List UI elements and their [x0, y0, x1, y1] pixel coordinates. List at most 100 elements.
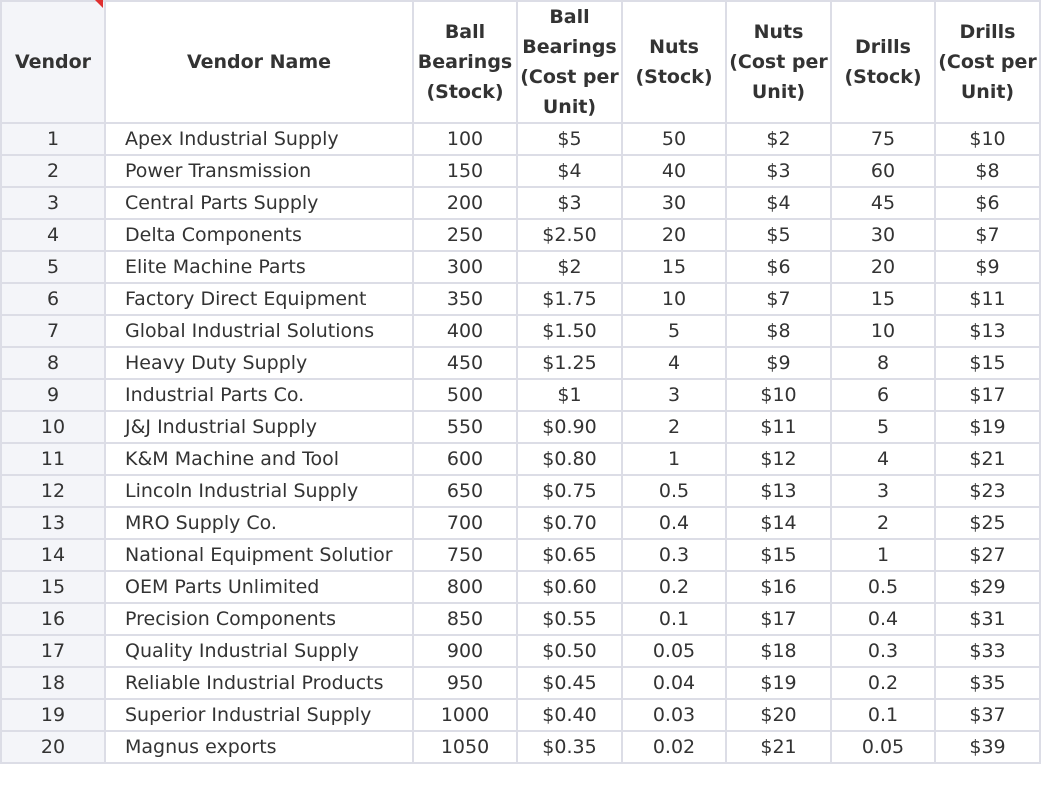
vendor-number-cell[interactable]: 3 — [0, 186, 106, 220]
vendor-number-cell[interactable]: 5 — [0, 250, 106, 284]
header-cell-vendor-name[interactable]: Vendor Name — [104, 0, 414, 124]
vendor-name-cell[interactable]: Quality Industrial Supply — [104, 634, 414, 668]
drills-cost-cell[interactable]: $39 — [934, 730, 1041, 764]
drills-cost-cell[interactable]: $23 — [934, 474, 1041, 508]
ball-bearings-cost-cell[interactable]: $1.25 — [516, 346, 623, 380]
nuts-stock-cell[interactable]: 40 — [621, 154, 727, 188]
header-cell-ball-bearings-cost[interactable]: Ball Bearings (Cost per Unit) — [516, 0, 623, 124]
nuts-cost-cell[interactable]: $17 — [725, 602, 832, 636]
drills-stock-cell[interactable]: 3 — [830, 474, 936, 508]
vendor-number-cell[interactable]: 2 — [0, 154, 106, 188]
ball-bearings-stock-cell[interactable]: 550 — [412, 410, 518, 444]
drills-cost-cell[interactable]: $10 — [934, 122, 1041, 156]
nuts-cost-cell[interactable]: $8 — [725, 314, 832, 348]
vendor-number-cell[interactable]: 11 — [0, 442, 106, 476]
ball-bearings-stock-cell[interactable]: 200 — [412, 186, 518, 220]
nuts-cost-cell[interactable]: $3 — [725, 154, 832, 188]
ball-bearings-stock-cell[interactable]: 750 — [412, 538, 518, 572]
ball-bearings-cost-cell[interactable]: $0.80 — [516, 442, 623, 476]
drills-cost-cell[interactable]: $8 — [934, 154, 1041, 188]
ball-bearings-cost-cell[interactable]: $3 — [516, 186, 623, 220]
ball-bearings-cost-cell[interactable]: $0.40 — [516, 698, 623, 732]
drills-cost-cell[interactable]: $11 — [934, 282, 1041, 316]
nuts-stock-cell[interactable]: 0.5 — [621, 474, 727, 508]
nuts-stock-cell[interactable]: 30 — [621, 186, 727, 220]
header-cell-vendor[interactable]: Vendor — [0, 0, 106, 124]
nuts-stock-cell[interactable]: 0.2 — [621, 570, 727, 604]
drills-cost-cell[interactable]: $21 — [934, 442, 1041, 476]
vendor-number-cell[interactable]: 15 — [0, 570, 106, 604]
header-cell-ball-bearings-stock[interactable]: Ball Bearings (Stock) — [412, 0, 518, 124]
header-cell-nuts-stock[interactable]: Nuts (Stock) — [621, 0, 727, 124]
nuts-cost-cell[interactable]: $21 — [725, 730, 832, 764]
ball-bearings-cost-cell[interactable]: $1.50 — [516, 314, 623, 348]
vendor-name-cell[interactable]: Apex Industrial Supply — [104, 122, 414, 156]
drills-cost-cell[interactable]: $13 — [934, 314, 1041, 348]
nuts-stock-cell[interactable]: 0.1 — [621, 602, 727, 636]
vendor-name-cell[interactable]: MRO Supply Co. — [104, 506, 414, 540]
drills-stock-cell[interactable]: 6 — [830, 378, 936, 412]
nuts-stock-cell[interactable]: 0.4 — [621, 506, 727, 540]
ball-bearings-stock-cell[interactable]: 650 — [412, 474, 518, 508]
vendor-name-cell[interactable]: Elite Machine Parts — [104, 250, 414, 284]
drills-stock-cell[interactable]: 0.4 — [830, 602, 936, 636]
drills-cost-cell[interactable]: $33 — [934, 634, 1041, 668]
vendor-name-cell[interactable]: K&M Machine and Tool — [104, 442, 414, 476]
ball-bearings-cost-cell[interactable]: $0.60 — [516, 570, 623, 604]
vendor-number-cell[interactable]: 16 — [0, 602, 106, 636]
nuts-stock-cell[interactable]: 15 — [621, 250, 727, 284]
ball-bearings-cost-cell[interactable]: $5 — [516, 122, 623, 156]
drills-cost-cell[interactable]: $31 — [934, 602, 1041, 636]
drills-stock-cell[interactable]: 8 — [830, 346, 936, 380]
nuts-stock-cell[interactable]: 0.04 — [621, 666, 727, 700]
ball-bearings-stock-cell[interactable]: 1000 — [412, 698, 518, 732]
drills-cost-cell[interactable]: $35 — [934, 666, 1041, 700]
drills-stock-cell[interactable]: 0.2 — [830, 666, 936, 700]
vendor-name-cell[interactable]: Power Transmission — [104, 154, 414, 188]
ball-bearings-cost-cell[interactable]: $2.50 — [516, 218, 623, 252]
drills-stock-cell[interactable]: 75 — [830, 122, 936, 156]
vendor-name-cell[interactable]: Central Parts Supply — [104, 186, 414, 220]
nuts-stock-cell[interactable]: 50 — [621, 122, 727, 156]
nuts-cost-cell[interactable]: $4 — [725, 186, 832, 220]
nuts-cost-cell[interactable]: $6 — [725, 250, 832, 284]
drills-stock-cell[interactable]: 20 — [830, 250, 936, 284]
nuts-stock-cell[interactable]: 10 — [621, 282, 727, 316]
nuts-stock-cell[interactable]: 5 — [621, 314, 727, 348]
drills-cost-cell[interactable]: $19 — [934, 410, 1041, 444]
ball-bearings-cost-cell[interactable]: $0.90 — [516, 410, 623, 444]
drills-stock-cell[interactable]: 5 — [830, 410, 936, 444]
drills-cost-cell[interactable]: $25 — [934, 506, 1041, 540]
vendor-number-cell[interactable]: 12 — [0, 474, 106, 508]
vendor-number-cell[interactable]: 19 — [0, 698, 106, 732]
drills-stock-cell[interactable]: 10 — [830, 314, 936, 348]
nuts-stock-cell[interactable]: 0.3 — [621, 538, 727, 572]
nuts-stock-cell[interactable]: 1 — [621, 442, 727, 476]
drills-stock-cell[interactable]: 0.3 — [830, 634, 936, 668]
vendor-number-cell[interactable]: 6 — [0, 282, 106, 316]
nuts-stock-cell[interactable]: 2 — [621, 410, 727, 444]
nuts-cost-cell[interactable]: $14 — [725, 506, 832, 540]
drills-stock-cell[interactable]: 0.5 — [830, 570, 936, 604]
ball-bearings-stock-cell[interactable]: 350 — [412, 282, 518, 316]
nuts-cost-cell[interactable]: $18 — [725, 634, 832, 668]
ball-bearings-cost-cell[interactable]: $2 — [516, 250, 623, 284]
ball-bearings-cost-cell[interactable]: $4 — [516, 154, 623, 188]
nuts-cost-cell[interactable]: $10 — [725, 378, 832, 412]
ball-bearings-stock-cell[interactable]: 500 — [412, 378, 518, 412]
drills-stock-cell[interactable]: 30 — [830, 218, 936, 252]
ball-bearings-stock-cell[interactable]: 700 — [412, 506, 518, 540]
drills-cost-cell[interactable]: $9 — [934, 250, 1041, 284]
ball-bearings-stock-cell[interactable]: 950 — [412, 666, 518, 700]
drills-stock-cell[interactable]: 60 — [830, 154, 936, 188]
ball-bearings-cost-cell[interactable]: $0.45 — [516, 666, 623, 700]
ball-bearings-cost-cell[interactable]: $0.50 — [516, 634, 623, 668]
ball-bearings-stock-cell[interactable]: 150 — [412, 154, 518, 188]
vendor-name-cell[interactable]: Superior Industrial Supply — [104, 698, 414, 732]
ball-bearings-stock-cell[interactable]: 900 — [412, 634, 518, 668]
drills-cost-cell[interactable]: $7 — [934, 218, 1041, 252]
ball-bearings-stock-cell[interactable]: 600 — [412, 442, 518, 476]
vendor-number-cell[interactable]: 7 — [0, 314, 106, 348]
header-cell-drills-cost[interactable]: Drills (Cost per Unit) — [934, 0, 1041, 124]
ball-bearings-cost-cell[interactable]: $0.35 — [516, 730, 623, 764]
